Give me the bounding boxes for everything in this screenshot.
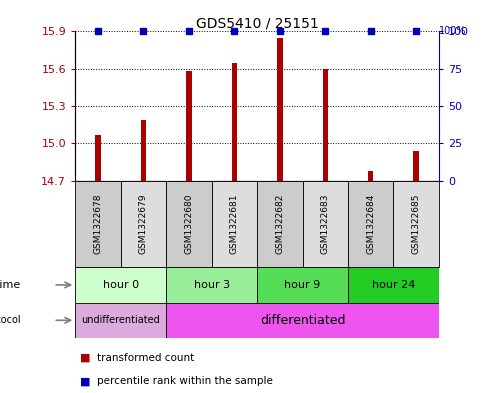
- Bar: [75, 303, 166, 338]
- Text: GSM1322683: GSM1322683: [320, 194, 329, 254]
- Bar: [322, 69, 327, 181]
- Text: growth protocol: growth protocol: [0, 315, 21, 325]
- Text: transformed count: transformed count: [97, 353, 194, 363]
- Text: GSM1322679: GSM1322679: [138, 194, 148, 254]
- Bar: [257, 181, 302, 267]
- Bar: [140, 120, 146, 181]
- Text: GSM1322681: GSM1322681: [229, 194, 238, 254]
- Bar: [211, 181, 257, 267]
- Text: GSM1322682: GSM1322682: [275, 194, 284, 254]
- Text: GSM1322684: GSM1322684: [365, 194, 375, 254]
- Text: time: time: [0, 280, 21, 290]
- Text: ■: ■: [80, 376, 91, 386]
- Bar: [75, 181, 121, 267]
- Bar: [95, 135, 100, 181]
- Bar: [166, 303, 438, 338]
- Text: percentile rank within the sample: percentile rank within the sample: [97, 376, 272, 386]
- Bar: [367, 171, 373, 181]
- Text: undifferentiated: undifferentiated: [81, 315, 160, 325]
- Text: GSM1322685: GSM1322685: [411, 194, 420, 254]
- Bar: [257, 267, 347, 303]
- Bar: [231, 62, 237, 181]
- Text: GSM1322678: GSM1322678: [93, 194, 102, 254]
- Text: hour 9: hour 9: [284, 280, 320, 290]
- Bar: [412, 151, 418, 181]
- Bar: [166, 181, 211, 267]
- Bar: [302, 181, 347, 267]
- Bar: [186, 71, 191, 181]
- Text: ■: ■: [80, 353, 91, 363]
- Text: hour 3: hour 3: [193, 280, 229, 290]
- Bar: [75, 267, 166, 303]
- Text: 100%: 100%: [438, 26, 466, 37]
- Bar: [166, 267, 257, 303]
- Bar: [393, 181, 438, 267]
- Bar: [347, 181, 393, 267]
- Bar: [347, 267, 438, 303]
- Text: hour 24: hour 24: [371, 280, 414, 290]
- Bar: [276, 38, 282, 181]
- Bar: [121, 181, 166, 267]
- Text: differentiated: differentiated: [259, 314, 345, 327]
- Title: GDS5410 / 25151: GDS5410 / 25151: [195, 16, 318, 30]
- Text: hour 0: hour 0: [103, 280, 138, 290]
- Text: GSM1322680: GSM1322680: [184, 194, 193, 254]
